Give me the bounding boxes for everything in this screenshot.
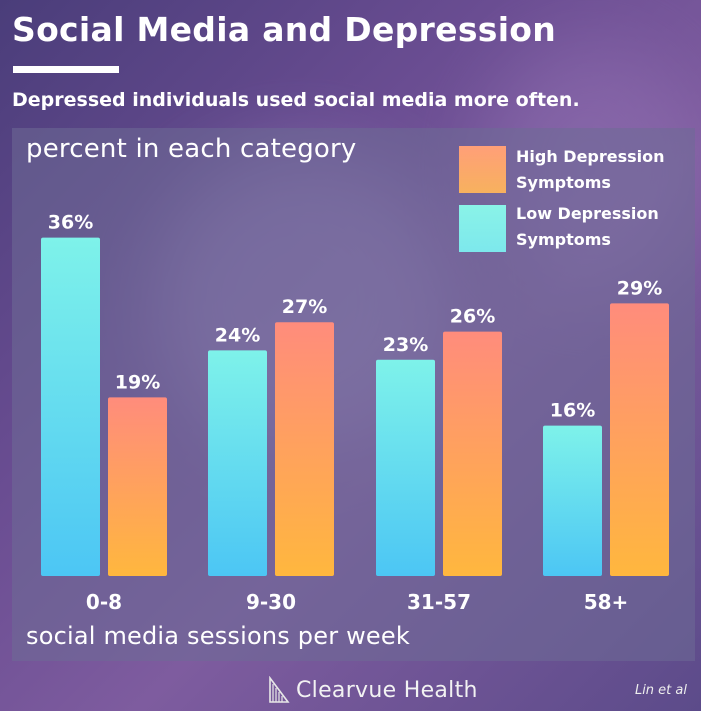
x-tick-label-58+: 58+	[584, 590, 629, 614]
legend-swatch-high	[459, 146, 506, 193]
bar-high-9-30	[275, 322, 334, 576]
legend-label-low: Low Depression Symptoms	[516, 201, 686, 253]
bar-low-58+	[543, 425, 602, 576]
bar-low-31-57	[376, 359, 435, 576]
bar-high-0-8	[108, 397, 167, 576]
brand-logo: Clearvue Health	[268, 676, 478, 704]
legend-label-low-line2: Symptoms	[516, 230, 611, 249]
x-tick-label-0-8: 0-8	[86, 590, 122, 614]
x-tick-label-31-57: 31-57	[407, 590, 471, 614]
bar-high-58+	[610, 303, 669, 576]
data-label-low-9-30: 24%	[215, 324, 260, 346]
bar-low-9-30	[208, 350, 267, 576]
x-tick-label-9-30: 9-30	[246, 590, 296, 614]
x-axis-label: social media sessions per week	[26, 622, 410, 650]
source-credit: Lin et al	[634, 683, 687, 698]
y-axis-label: percent in each category	[26, 134, 357, 164]
page-title: Social Media and Depression	[12, 10, 557, 49]
logo-icon	[269, 676, 290, 703]
legend-swatch-low	[459, 205, 506, 252]
legend-label-high: High Depression Symptoms	[516, 144, 686, 196]
data-label-low-58+: 16%	[550, 400, 595, 422]
bar-high-31-57	[443, 331, 502, 576]
brand-name: Clearvue Health	[296, 677, 478, 703]
legend-label-high-line1: High Depression	[516, 147, 665, 166]
data-label-low-31-57: 23%	[383, 334, 428, 356]
title-underline	[13, 66, 119, 73]
legend-label-low-line1: Low Depression	[516, 204, 659, 223]
data-label-high-9-30: 27%	[282, 296, 327, 318]
data-label-high-0-8: 19%	[115, 371, 160, 393]
page-subtitle: Depressed individuals used social media …	[12, 89, 580, 111]
legend-label-high-line2: Symptoms	[516, 173, 611, 192]
bar-low-0-8	[41, 237, 100, 576]
data-label-high-58+: 29%	[617, 277, 662, 299]
data-label-high-31-57: 26%	[450, 306, 495, 328]
data-label-low-0-8: 36%	[48, 212, 93, 234]
